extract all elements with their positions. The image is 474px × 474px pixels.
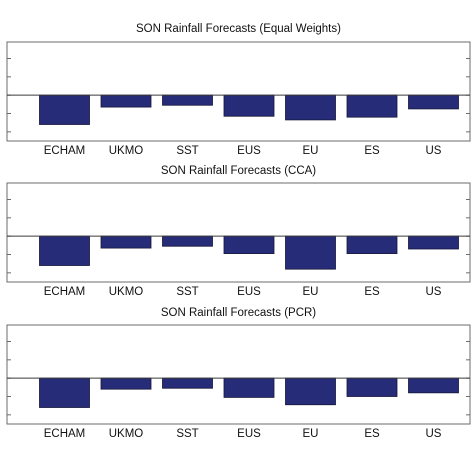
x-tick-label: ECHAM	[44, 286, 86, 298]
chart-panel-1: SON Rainfall Forecasts (Equal Weights) EC…	[6, 23, 471, 157]
x-tick-label: SST	[176, 428, 198, 440]
x-tick-label: US	[426, 145, 442, 157]
axes-frame	[6, 41, 471, 142]
chart-title: SON Rainfall Forecasts (Equal Weights)	[136, 23, 341, 35]
bar-eu	[285, 377, 336, 406]
bar-us	[408, 235, 459, 250]
bar-eus	[223, 235, 275, 254]
bar-ukmo	[100, 377, 152, 390]
x-tick-label: EU	[303, 286, 319, 298]
x-tick-label: EUS	[237, 145, 261, 157]
x-tick-label: ES	[364, 286, 380, 298]
chart-title: SON Rainfall Forecasts (CCA)	[161, 165, 316, 177]
bar-sst	[162, 377, 213, 389]
bar-eus	[223, 94, 275, 117]
x-tick-label: SST	[176, 286, 198, 298]
x-tick-label: EUS	[237, 286, 261, 298]
bar-es	[346, 235, 398, 254]
bar-es	[346, 94, 398, 118]
bar-ukmo	[100, 235, 152, 249]
x-tick-label: EU	[303, 428, 319, 440]
x-tick-label: UKMO	[109, 428, 144, 440]
x-tick-label: EUS	[237, 428, 261, 440]
bar-echam	[39, 235, 90, 266]
bar-eus	[223, 377, 275, 398]
chart-panel-2: SON Rainfall Forecasts (CCA) ECHAM UKMO SST…	[6, 165, 471, 298]
bar-es	[346, 377, 398, 397]
x-tick-label: ECHAM	[44, 145, 86, 157]
bar-ukmo	[100, 94, 152, 108]
bar-sst	[162, 94, 213, 106]
bar-sst	[162, 235, 213, 247]
x-tick-label: SST	[176, 145, 198, 157]
chart-title: SON Rainfall Forecasts (PCR)	[161, 307, 316, 319]
x-tick-label: ES	[364, 145, 380, 157]
bar-echam	[39, 377, 90, 408]
bar-eu	[285, 235, 336, 270]
bar-echam	[39, 94, 90, 125]
bar-us	[408, 377, 459, 394]
axes-frame	[6, 182, 471, 283]
x-tick-label: UKMO	[109, 286, 144, 298]
bar-eu	[285, 94, 336, 121]
x-tick-label: ECHAM	[44, 428, 86, 440]
chart-panel-3: SON Rainfall Forecasts (PCR) ECHAM UKMO SST…	[6, 307, 471, 440]
x-tick-label: US	[426, 428, 442, 440]
axes-frame	[6, 324, 471, 425]
x-tick-label: UKMO	[109, 145, 144, 157]
x-tick-label: EU	[303, 145, 319, 157]
bar-us	[408, 94, 459, 110]
x-tick-label: ES	[364, 428, 380, 440]
x-tick-label: US	[426, 286, 442, 298]
